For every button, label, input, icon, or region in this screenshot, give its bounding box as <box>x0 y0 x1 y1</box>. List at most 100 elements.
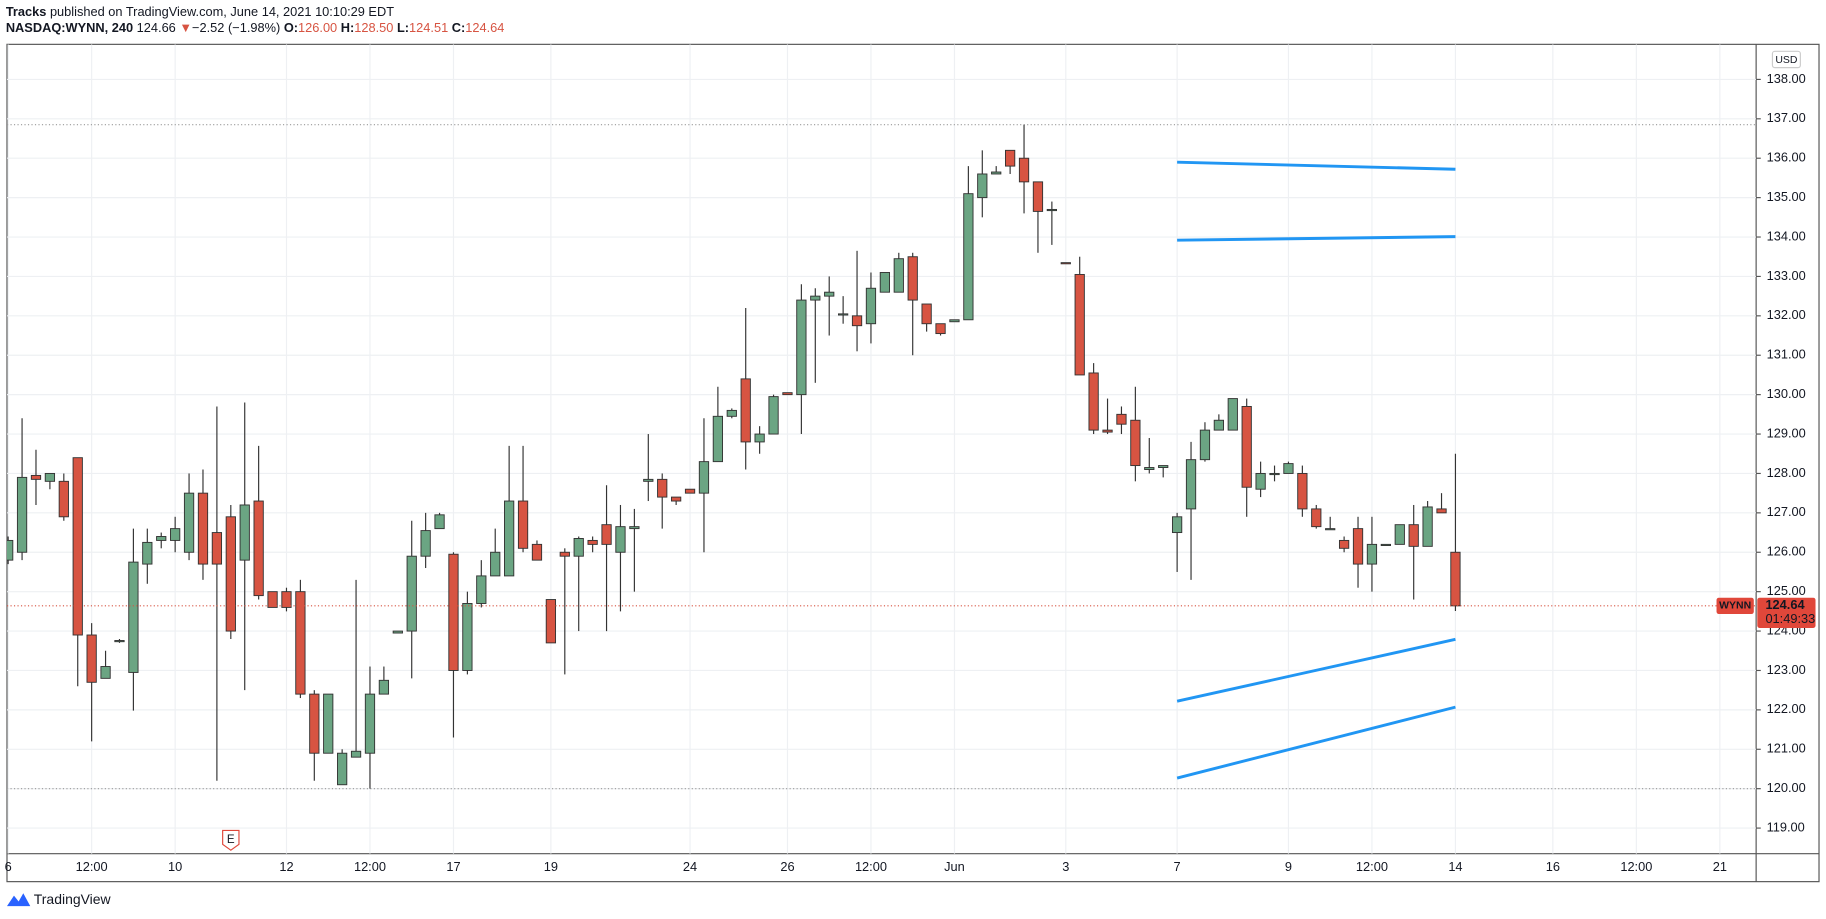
brand-logo <box>6 893 31 907</box>
candle-body <box>684 488 696 494</box>
candle-body <box>545 599 557 644</box>
candle-body <box>1088 372 1099 431</box>
candle-body <box>1060 262 1071 265</box>
x-tick-label: 16 <box>1546 859 1560 874</box>
candle-body <box>921 303 932 325</box>
candle-body <box>671 496 682 502</box>
y-tick-label: 120.00 <box>1767 780 1806 795</box>
candle-body <box>350 750 362 758</box>
candle-body <box>712 415 724 463</box>
candle-body <box>30 474 42 480</box>
candle-body <box>726 409 737 417</box>
candle-body <box>879 272 891 293</box>
candle-body <box>1241 405 1252 488</box>
change: −2.52 (−1.98%) <box>192 21 280 36</box>
footer: TradingView <box>6 891 112 907</box>
candle-body <box>1436 508 1447 514</box>
symbol: NASDAQ:WYNN, 240 <box>6 21 133 36</box>
candle-body <box>1074 273 1085 376</box>
candle-body <box>16 476 28 553</box>
candle-body <box>225 516 236 632</box>
y-tick-label: 121.00 <box>1767 741 1806 756</box>
trend-line <box>1176 705 1456 780</box>
candle-body <box>768 396 779 435</box>
candle-body <box>58 480 69 518</box>
candle-body <box>963 193 974 321</box>
candle-body <box>587 539 598 545</box>
x-tick-label: 26 <box>780 859 794 874</box>
chart-frame <box>6 43 1820 883</box>
candle-body <box>490 551 501 577</box>
y-tick-label: 136.00 <box>1767 150 1806 165</box>
candle-body <box>72 457 83 636</box>
candle-body <box>824 291 835 297</box>
candle-body <box>239 504 250 561</box>
candle-body <box>183 492 195 553</box>
candle-body <box>1199 429 1211 461</box>
candle-body <box>44 472 56 482</box>
candle-body <box>1227 398 1238 431</box>
candle-body <box>601 524 612 545</box>
x-tick-label: 24 <box>683 859 697 874</box>
candle-body <box>531 543 543 561</box>
symbol-tag-label: WYNN <box>1719 601 1751 612</box>
candle-body <box>559 551 570 557</box>
candle-body <box>1185 459 1197 510</box>
candle-body <box>86 634 97 683</box>
candle-body <box>838 313 849 316</box>
candle-body <box>309 693 320 754</box>
candle-body <box>142 541 153 565</box>
trend-line <box>1176 637 1456 703</box>
candle-body <box>434 514 445 530</box>
candle-body <box>1269 472 1280 476</box>
ohlc-key: C: <box>452 21 466 36</box>
candle-body <box>1380 543 1391 547</box>
candle-body <box>796 299 807 396</box>
earnings-marker-label: E <box>227 833 235 846</box>
candle-body <box>949 319 960 323</box>
ohlc-key: O: <box>284 21 298 36</box>
x-tick-label: 12:00 <box>354 859 386 874</box>
y-tick-label: 138.00 <box>1767 71 1806 86</box>
x-tick-label: 17 <box>446 859 460 874</box>
y-tick-label: 135.00 <box>1767 189 1806 204</box>
currency-box[interactable] <box>1771 50 1801 69</box>
candle-body <box>865 287 877 325</box>
candle-body <box>476 575 487 604</box>
candle-body <box>1158 465 1169 469</box>
published: published on TradingView.com, June 14, 2… <box>50 4 394 19</box>
candle-body <box>1213 419 1224 431</box>
ohlc-value: 124.64 <box>465 21 504 36</box>
candle-body <box>295 591 306 695</box>
candle-body <box>337 752 348 786</box>
symbol-tag <box>1716 597 1754 614</box>
x-tick-label: 9 <box>1285 859 1292 874</box>
candle-body <box>893 258 904 293</box>
candle-body <box>1422 506 1433 547</box>
x-tick-label: 14 <box>1448 859 1462 874</box>
x-tick-label: 21 <box>1713 859 1727 874</box>
y-tick-label: 134.00 <box>1767 228 1806 243</box>
candle-body <box>1032 181 1044 212</box>
candle-body <box>810 295 821 301</box>
candle-body <box>615 526 626 553</box>
legend: NASDAQ:WYNN, 240 124.66 ▼−2.52 (−1.98%) … <box>6 21 505 36</box>
currency: USD <box>1775 55 1798 66</box>
price-tag-price: 124.64 <box>1765 597 1805 612</box>
candle-body <box>392 630 403 634</box>
ohlc-key: L: <box>397 21 409 36</box>
brand: TradingView <box>34 891 112 907</box>
x-tick-label: 12:00 <box>76 859 108 874</box>
candle-body <box>1046 208 1057 212</box>
last: 124.66 <box>137 21 176 36</box>
candle-body <box>754 433 765 443</box>
y-tick-label: 125.00 <box>1767 583 1806 598</box>
candle-body <box>100 666 111 679</box>
x-tick-label: 7 <box>1174 859 1181 874</box>
candle-body <box>573 538 584 557</box>
candle-body <box>1283 463 1294 474</box>
candle-body <box>851 315 863 327</box>
candle-body <box>1338 539 1350 549</box>
x-tick-label: 10 <box>168 859 182 874</box>
ohlc-value: 126.00 <box>298 21 337 36</box>
